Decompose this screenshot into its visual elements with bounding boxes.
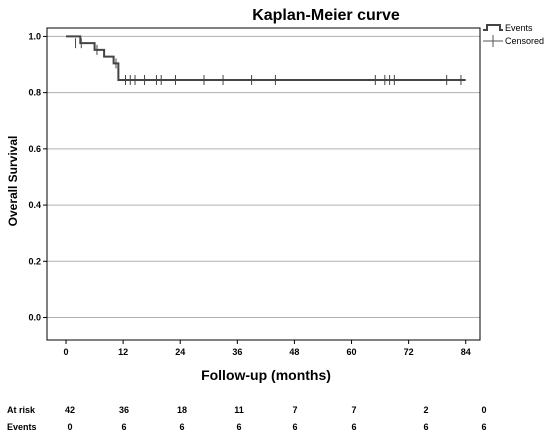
x-tick-label: 12 bbox=[118, 347, 128, 357]
y-axis-ticks: 0.0 0.2 0.4 0.6 0.8 1.0 bbox=[28, 31, 47, 323]
y-tick-label: 0.2 bbox=[28, 256, 41, 266]
y-tick-label: 0.8 bbox=[28, 88, 41, 98]
legend-censored-symbol bbox=[483, 35, 503, 47]
risk-table-cell: 11 bbox=[234, 405, 244, 415]
chart-title: Kaplan-Meier curve bbox=[252, 7, 400, 24]
x-axis-label: Follow-up (months) bbox=[201, 367, 331, 383]
y-tick-label: 1.0 bbox=[28, 31, 41, 41]
legend-censored-label: Censored bbox=[505, 36, 544, 46]
x-tick-label: 48 bbox=[289, 347, 299, 357]
risk-table-cell: 6 bbox=[481, 422, 486, 432]
risk-table-cell: 0 bbox=[481, 405, 486, 415]
y-tick-label: 0.0 bbox=[28, 313, 41, 323]
risk-table-cell: 18 bbox=[177, 405, 187, 415]
risk-table-cell: 6 bbox=[236, 422, 241, 432]
x-tick-label: 72 bbox=[404, 347, 414, 357]
x-tick-label: 24 bbox=[175, 347, 185, 357]
risk-table-cell: 6 bbox=[292, 422, 297, 432]
risk-table-cell: 2 bbox=[423, 405, 428, 415]
risk-table-cell: 6 bbox=[121, 422, 126, 432]
risk-table-cell: 7 bbox=[351, 405, 356, 415]
risk-table-cell: 36 bbox=[119, 405, 129, 415]
legend: Events Censored bbox=[483, 23, 544, 47]
plot-frame bbox=[46, 27, 481, 341]
x-tick-label: 60 bbox=[347, 347, 357, 357]
risk-table-cell: 7 bbox=[292, 405, 297, 415]
grid-lines bbox=[47, 35, 480, 319]
y-tick-label: 0.6 bbox=[28, 144, 41, 154]
risk-table-cell: 42 bbox=[65, 405, 75, 415]
legend-events-symbol bbox=[483, 24, 503, 31]
legend-events-label: Events bbox=[505, 23, 533, 33]
risk-table: At risk 42 36 18 11 7 7 2 0 Events 0 6 6 6 6 6 6 6 bbox=[7, 405, 487, 432]
x-axis-ticks: 0 12 24 36 48 60 72 84 bbox=[64, 340, 471, 357]
risk-table-cell: 6 bbox=[423, 422, 428, 432]
x-tick-label: 0 bbox=[64, 347, 69, 357]
risk-table-cell: 0 bbox=[67, 422, 72, 432]
survival-step-line bbox=[66, 35, 466, 81]
survival-curve-layer bbox=[66, 35, 466, 85]
y-axis-label: Overall Survival bbox=[6, 136, 20, 227]
risk-table-cell: 6 bbox=[179, 422, 184, 432]
risk-table-row-label: At risk bbox=[7, 405, 36, 415]
y-tick-label: 0.4 bbox=[28, 200, 41, 210]
x-tick-label: 84 bbox=[461, 347, 471, 357]
risk-table-cell: 6 bbox=[351, 422, 356, 432]
risk-table-row-label: Events bbox=[7, 422, 37, 432]
x-tick-label: 36 bbox=[232, 347, 242, 357]
